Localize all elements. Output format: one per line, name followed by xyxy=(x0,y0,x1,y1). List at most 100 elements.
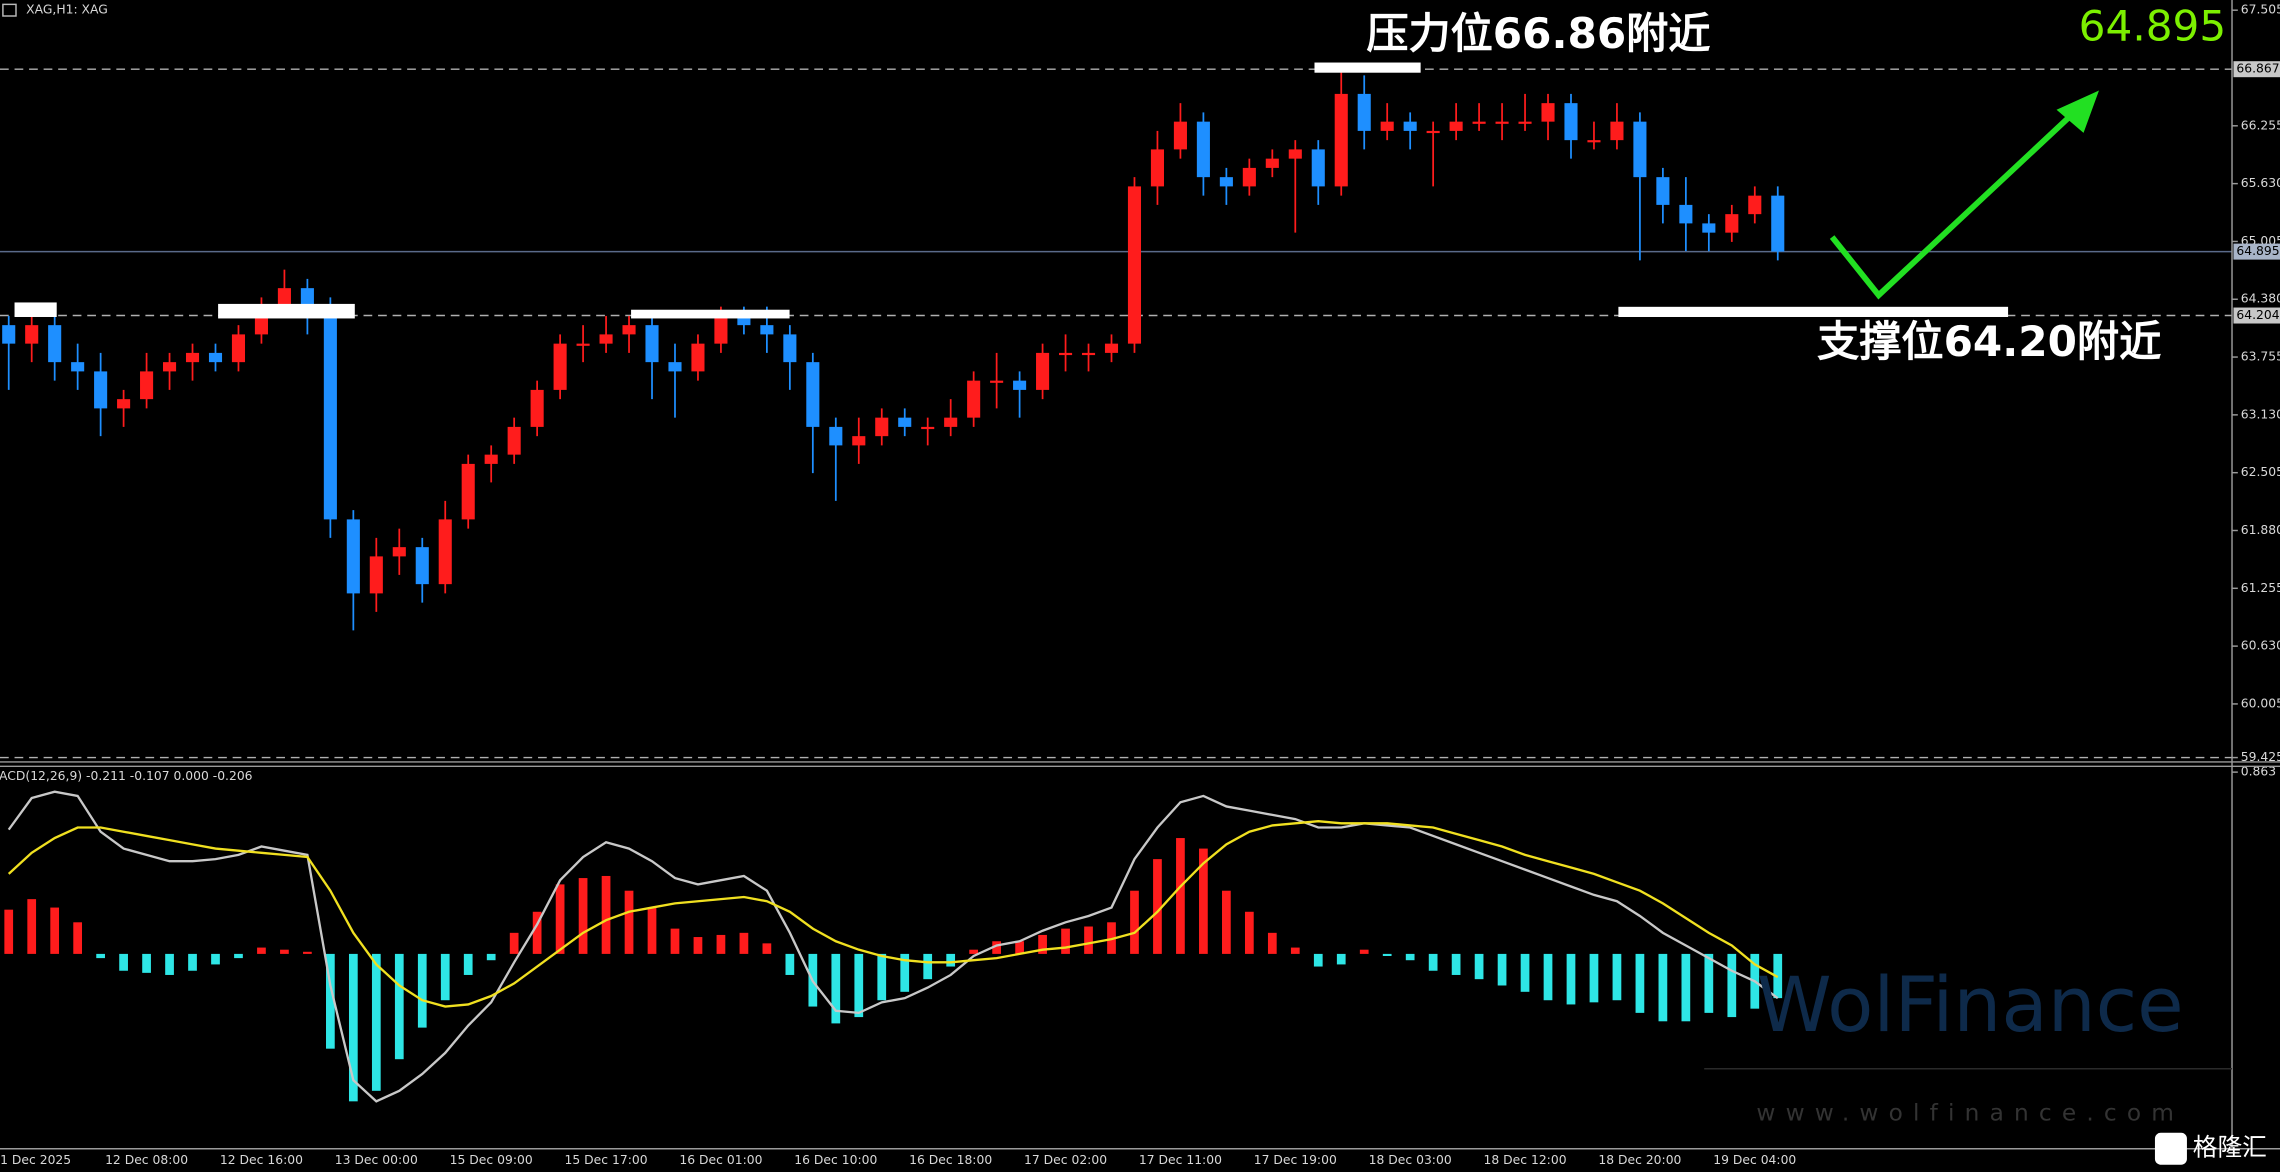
histogram-bar xyxy=(119,953,128,971)
histogram-bar xyxy=(1313,953,1323,967)
logo-icon xyxy=(2154,1132,2187,1165)
y-tick-label: 62.505 xyxy=(2241,465,2280,479)
y-tick-label: 65.630 xyxy=(2241,176,2280,190)
x-tick-label: 17 Dec 19:00 xyxy=(1254,1153,1337,1167)
y-tick-label: 66.255 xyxy=(2241,118,2280,132)
candle-body xyxy=(599,334,613,344)
candle-body xyxy=(461,463,475,520)
histogram-bar xyxy=(969,949,979,954)
candle-body xyxy=(1173,121,1187,150)
histogram-bar xyxy=(280,949,289,954)
candle-body xyxy=(369,556,383,594)
candle-body xyxy=(1357,93,1371,131)
histogram-bar xyxy=(1015,941,1024,954)
candle-body xyxy=(737,315,751,326)
histogram-bar xyxy=(1497,953,1507,986)
x-tick-label: 18 Dec 03:00 xyxy=(1369,1153,1452,1167)
candle-body xyxy=(415,547,429,585)
candle-body xyxy=(438,519,452,585)
candle-body xyxy=(714,315,728,344)
candle-body xyxy=(1725,214,1739,233)
watermark-brand: WolFinance xyxy=(1757,961,2184,1049)
candle-body xyxy=(1495,121,1509,124)
candle-body xyxy=(323,315,337,520)
current-price-big: 64.895 xyxy=(2079,2,2227,51)
candle-body xyxy=(1288,149,1302,159)
signal-line xyxy=(7,820,1779,1008)
candle-body xyxy=(346,519,360,594)
candle-body xyxy=(622,325,636,335)
histogram-bar xyxy=(234,953,243,959)
histogram-bar xyxy=(624,890,634,954)
histogram-bar xyxy=(463,953,473,975)
candle-body xyxy=(576,343,590,346)
x-tick-label: 17 Dec 02:00 xyxy=(1024,1153,1107,1167)
histogram-bar xyxy=(1612,953,1622,1001)
x-tick-label: 19 Dec 04:00 xyxy=(1713,1153,1796,1167)
candle-body xyxy=(1081,352,1096,356)
candle-body xyxy=(1426,130,1440,134)
candle-body xyxy=(392,547,406,557)
candle-body xyxy=(1702,223,1716,233)
candle-body xyxy=(71,362,85,372)
candle-body xyxy=(921,426,935,430)
projection-arrow xyxy=(1829,90,2099,300)
x-tick-label: 18 Dec 20:00 xyxy=(1598,1153,1681,1167)
candle-body xyxy=(1196,121,1210,178)
y-tick-label: 67.505 xyxy=(2241,3,2280,17)
x-tick-label: 15 Dec 17:00 xyxy=(565,1153,648,1167)
candle-body xyxy=(185,352,200,363)
histogram-bar xyxy=(188,953,197,971)
candle-body xyxy=(1633,121,1647,178)
candle-body xyxy=(25,325,39,344)
candle-body xyxy=(1059,352,1073,356)
histogram-bar xyxy=(1704,953,1714,1013)
candle-body xyxy=(1587,140,1601,143)
y-tick-label: 61.255 xyxy=(2241,581,2280,595)
x-tick-label: 18 Dec 12:00 xyxy=(1484,1153,1567,1167)
histogram-bar xyxy=(831,953,841,1024)
arrow-head xyxy=(2056,90,2099,133)
candle-body xyxy=(208,352,223,363)
histogram-bar xyxy=(509,932,519,954)
histogram-bar xyxy=(1451,953,1461,975)
histogram-bar xyxy=(854,953,864,1018)
histogram-bar xyxy=(992,941,1001,954)
candle-body xyxy=(2,325,16,344)
histogram-bar xyxy=(923,953,933,980)
candle-body xyxy=(140,371,154,400)
histogram-bar xyxy=(670,928,680,954)
candle-body xyxy=(875,417,889,437)
histogram-bar xyxy=(27,899,37,954)
candle-body xyxy=(1449,121,1463,131)
candle-body xyxy=(277,288,291,307)
candle-body xyxy=(1150,149,1164,187)
candle-body xyxy=(1472,121,1486,124)
histogram-bar xyxy=(348,953,358,1102)
level-box xyxy=(2233,61,2280,78)
candle-body xyxy=(1403,121,1417,131)
indicator-label: MACD(12,26,9) -0.211 -0.107 0.000 -0.206 xyxy=(0,769,253,783)
candle-body xyxy=(507,426,521,455)
candle-body xyxy=(1036,352,1050,390)
level-bar xyxy=(14,302,57,317)
logo-text: 格隆汇 xyxy=(2193,1133,2267,1162)
candle-body xyxy=(691,343,705,372)
histogram-bar xyxy=(1038,934,1047,954)
histogram-bar xyxy=(555,884,565,954)
histogram-bar xyxy=(946,953,956,967)
y-tick-label: 60.005 xyxy=(2241,696,2280,710)
candle-body xyxy=(806,362,820,427)
y-tick-label: 63.130 xyxy=(2241,407,2280,421)
candle-body xyxy=(1242,167,1256,187)
histogram-bar xyxy=(1359,949,1369,954)
histogram-bar xyxy=(257,947,266,954)
candle-body xyxy=(163,362,177,372)
x-tick-label: 11 Dec 2025 xyxy=(0,1153,71,1167)
histogram-bar xyxy=(486,953,496,961)
histogram-bar xyxy=(1290,947,1300,954)
x-tick-label: 17 Dec 11:00 xyxy=(1139,1153,1222,1167)
histogram-bar xyxy=(739,932,749,954)
